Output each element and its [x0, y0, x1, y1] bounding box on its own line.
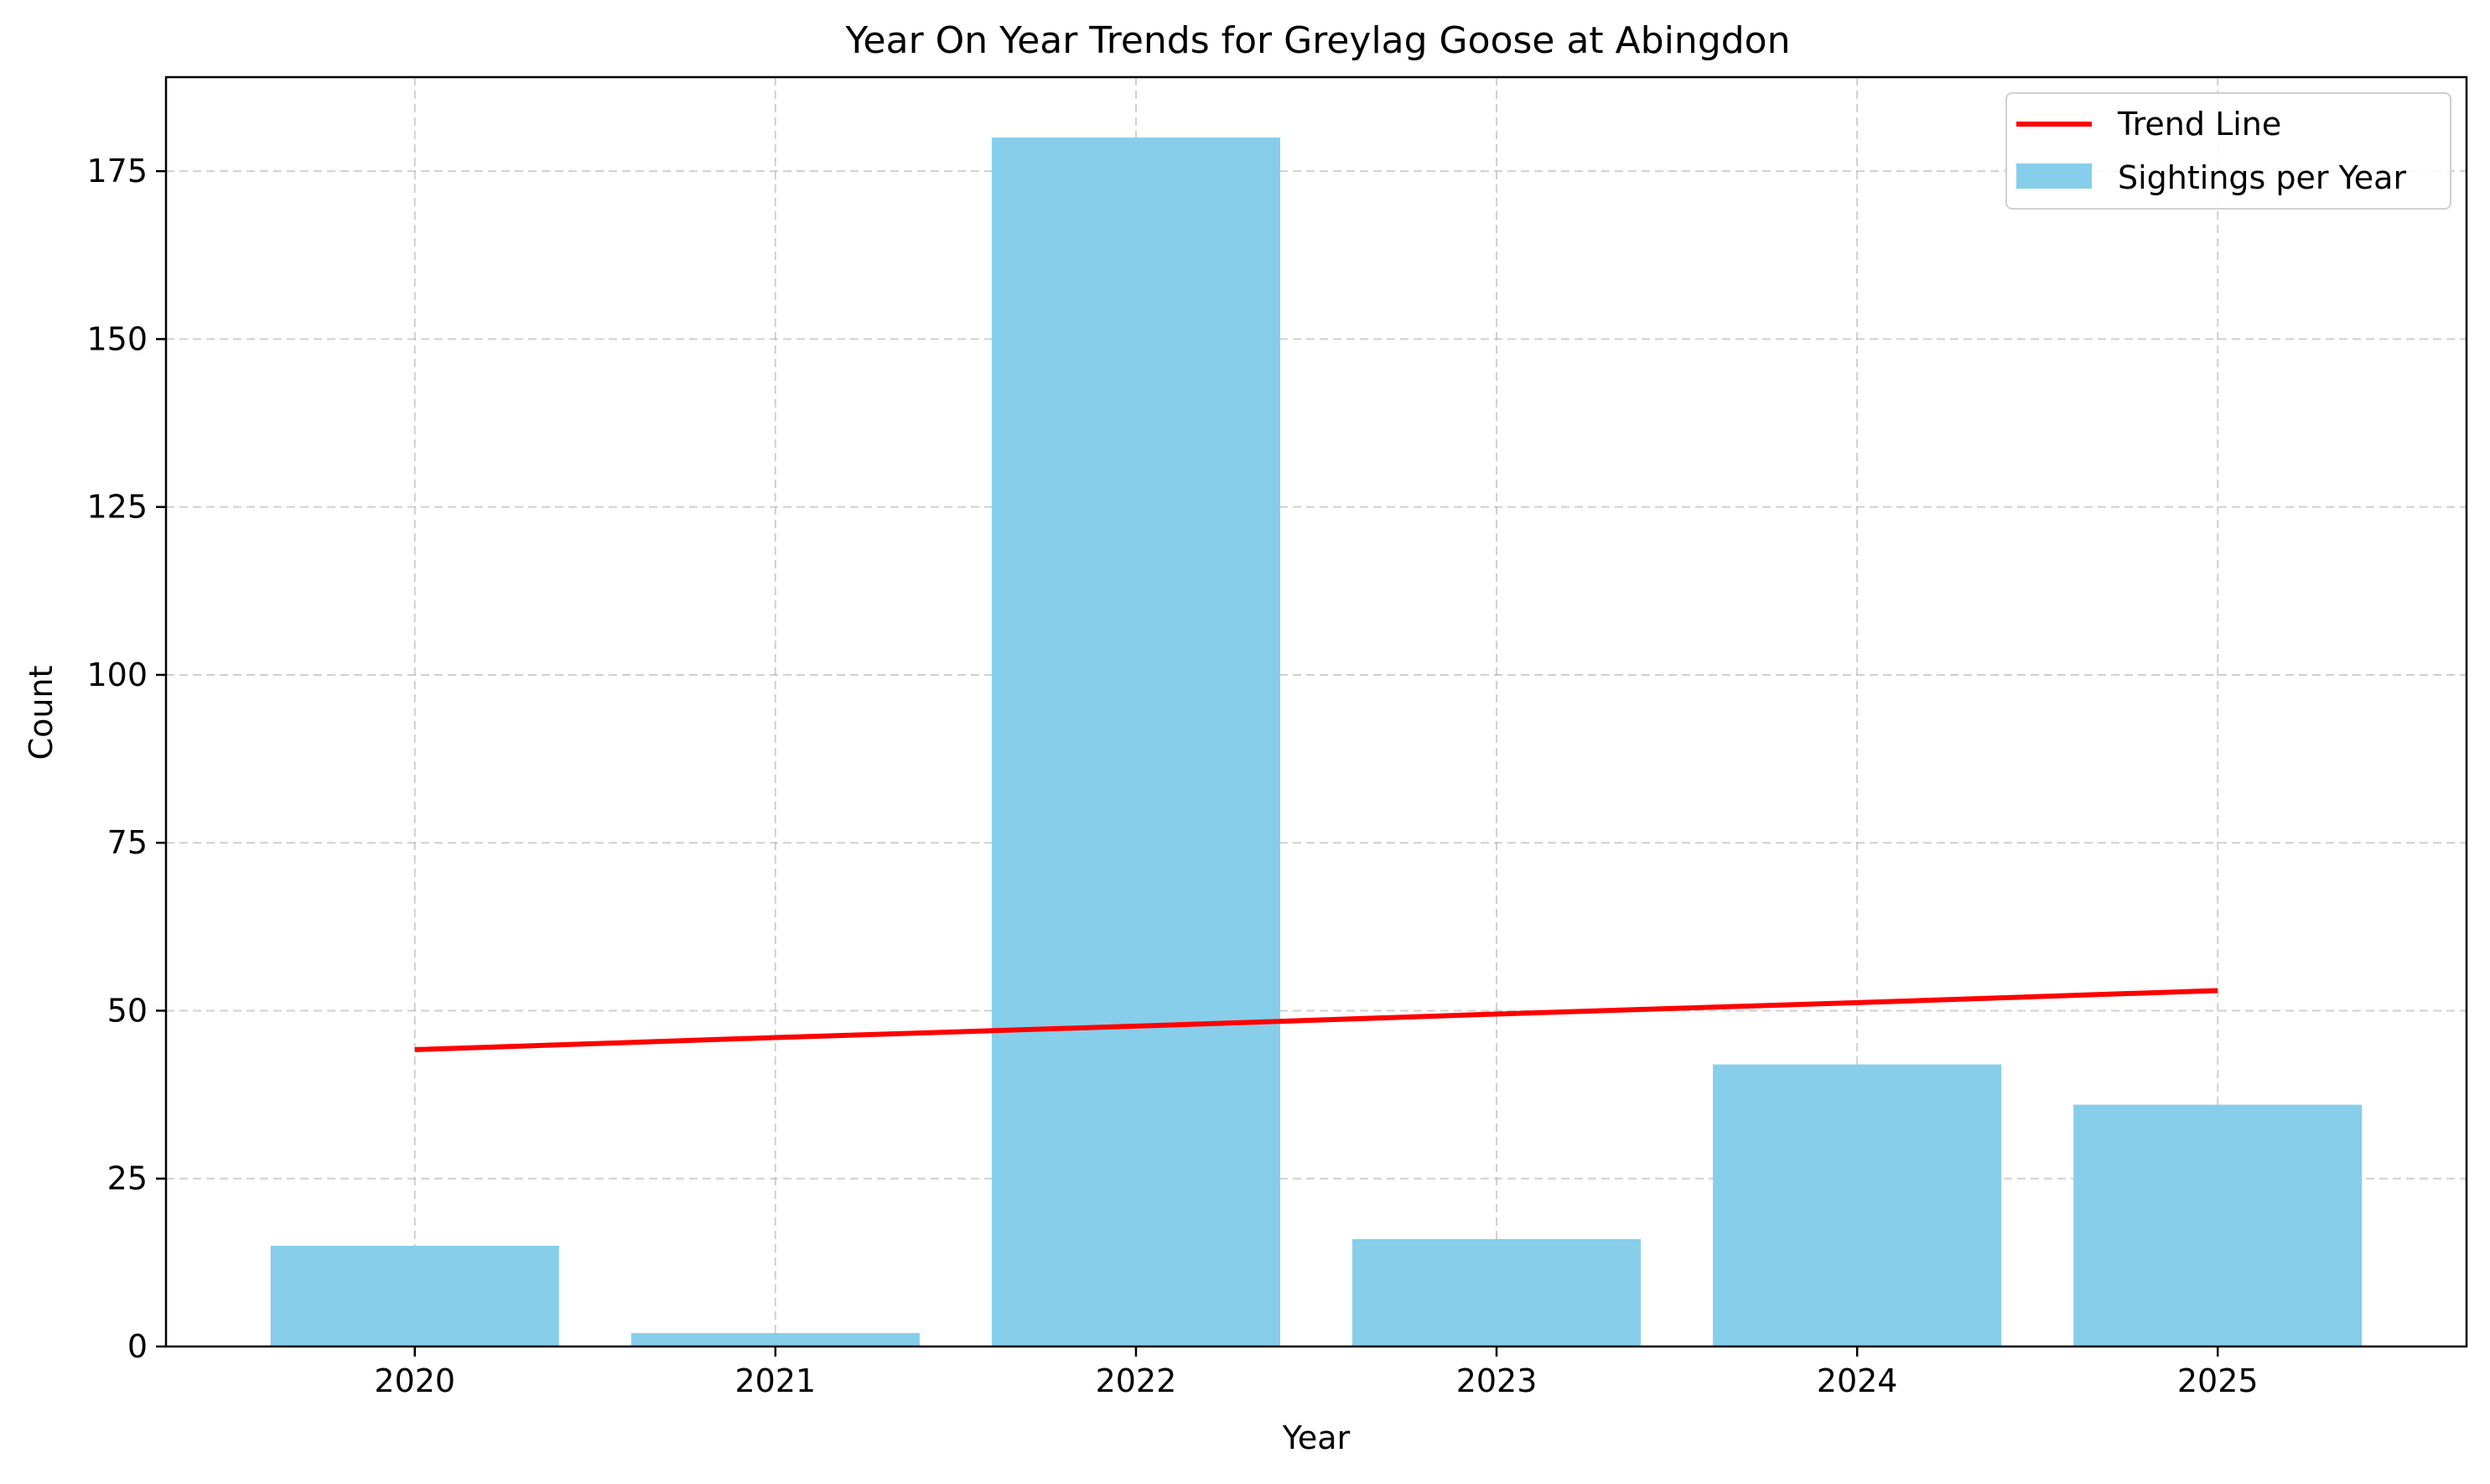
- bar-2021: [630, 1332, 920, 1346]
- x-tick-label: 2023: [1456, 1362, 1538, 1399]
- chart-title: Year On Year Trends for Greylag Goose at…: [845, 19, 1791, 62]
- plot-frame: [164, 75, 2468, 1348]
- y-tick-label: 75: [107, 824, 148, 861]
- x-tick-label: 2021: [734, 1362, 816, 1399]
- legend-sightings-swatch: [2016, 163, 2092, 189]
- bars: [270, 138, 2363, 1347]
- bar-2020: [270, 1245, 559, 1346]
- bar-2023: [1352, 1238, 1642, 1346]
- bar-2024: [1713, 1064, 2002, 1346]
- x-axis-ticks: 2020 2021 2022 2023 2024 2025: [374, 1346, 2259, 1399]
- y-tick-label: 100: [86, 656, 148, 693]
- legend-sightings-label: Sightings per Year: [2118, 159, 2406, 196]
- legend: Trend Line Sightings per Year: [2005, 92, 2451, 210]
- y-axis-label: Count: [23, 666, 60, 760]
- y-tick-label: 125: [86, 489, 148, 526]
- bar-2025: [2073, 1104, 2363, 1346]
- y-axis-ticks: 0 25 50 75 100 125 150 175: [86, 153, 166, 1365]
- trend-line-layer: [414, 988, 2218, 1052]
- y-tick-label: 25: [107, 1160, 148, 1197]
- x-axis-label: Year: [1282, 1419, 1351, 1456]
- legend-frame: [2005, 92, 2451, 210]
- bar-2022: [991, 138, 1280, 1347]
- x-tick-label: 2020: [374, 1362, 455, 1399]
- x-tick-label: 2024: [1817, 1362, 1898, 1399]
- y-tick-label: 0: [127, 1328, 148, 1365]
- x-tick-label: 2025: [2177, 1362, 2259, 1399]
- trend-line: [414, 988, 2218, 1052]
- y-tick-label: 150: [86, 320, 148, 357]
- x-tick-label: 2022: [1096, 1362, 1177, 1399]
- y-tick-label: 50: [107, 992, 148, 1029]
- y-tick-label: 175: [86, 153, 148, 189]
- legend-trend-line-label: Trend Line: [2117, 106, 2281, 143]
